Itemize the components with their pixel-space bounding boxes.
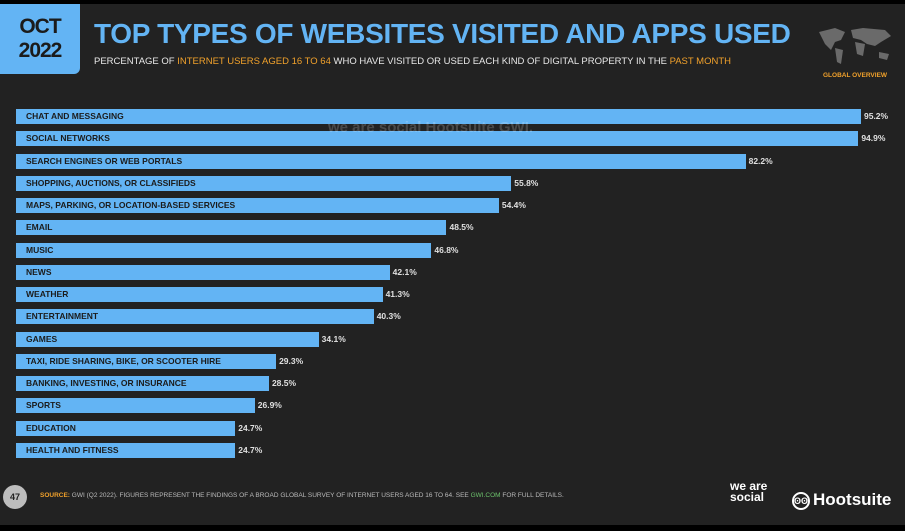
value-label: 24.7% — [238, 444, 263, 455]
date-year: 2022 — [18, 39, 63, 62]
value-label: 55.8% — [514, 177, 539, 188]
hootsuite-text: Hootsuite — [813, 490, 892, 509]
source-label: SOURCE: — [40, 492, 70, 499]
value-label: 24.7% — [238, 422, 263, 433]
bar-label: BANKING, INVESTING, OR INSURANCE — [26, 378, 187, 388]
subtitle-highlight: PAST MONTH — [669, 56, 731, 67]
bar-label: HEALTH AND FITNESS — [26, 444, 119, 455]
subtitle-highlight: INTERNET USERS AGED 16 TO 64 — [177, 56, 331, 67]
value-label: 42.1% — [392, 266, 417, 277]
bar — [16, 376, 269, 391]
bar-label: NEWS — [26, 266, 52, 277]
bar-chart: CHAT AND MESSAGING 95.2% SOCIAL NETWORKS 94… — [0, 4, 905, 525]
source-link[interactable]: GWI.COM — [470, 492, 501, 499]
bar-label: SHOPPING, AUCTIONS, OR CLASSIFIEDS — [26, 177, 196, 188]
date-badge: OCT 2022 — [0, 4, 80, 74]
bar — [16, 331, 319, 347]
bar-label: SPORTS — [26, 400, 61, 411]
page-number: 47 — [3, 485, 27, 509]
bar — [16, 309, 374, 325]
owl-icon: ʘʘ — [792, 491, 810, 510]
bar-label: ENTERTAINMENT — [26, 311, 99, 322]
subtitle-text: WHO HAVE VISITED OR USED EACH KIND OF DI… — [330, 56, 670, 67]
bar — [16, 287, 383, 302]
bar — [16, 198, 499, 213]
bar — [16, 109, 861, 124]
value-label: 54.4% — [501, 200, 526, 210]
slide: OCT 2022 TOP TYPES OF WEBSITES VISITED A… — [0, 4, 905, 525]
source-note: SOURCE: GWI (Q2 2022). FIGURES REPRESENT… — [40, 492, 564, 499]
region-label: GLOBAL OVERVIEW — [823, 72, 888, 79]
value-label: 46.8% — [434, 244, 459, 255]
bar-label: WEATHER — [26, 289, 69, 299]
bar-label: CHAT AND MESSAGING — [26, 111, 124, 121]
bar-label: EMAIL — [26, 222, 53, 233]
value-label: 34.1% — [321, 333, 346, 344]
bar — [16, 153, 746, 169]
hootsuite-logo: ʘʘ Hootsuite — [792, 490, 891, 510]
source-text: GWI (Q2 2022). FIGURES REPRESENT THE FIN… — [69, 492, 471, 499]
bar — [16, 220, 447, 236]
bar — [16, 353, 277, 369]
subtitle-text: PERCENTAGE OF — [94, 56, 178, 67]
value-label: 29.3% — [279, 355, 304, 366]
we-are-social-logo: we are social — [730, 479, 768, 504]
value-label: 95.2% — [863, 111, 889, 121]
bar — [16, 442, 236, 458]
value-label: 28.5% — [271, 378, 297, 388]
date-month: OCT — [19, 15, 61, 38]
bar — [16, 420, 236, 436]
source-text: FOR FULL DETAILS. — [500, 492, 564, 499]
value-label: 82.2% — [748, 155, 773, 166]
value-label: 94.9% — [861, 133, 886, 144]
value-label: 26.9% — [257, 400, 282, 411]
bar — [16, 398, 255, 414]
bar-label: SEARCH ENGINES OR WEB PORTALS — [26, 155, 183, 166]
bar-label: SOCIAL NETWORKS — [26, 133, 110, 144]
bar-label: GAMES — [26, 333, 58, 344]
bar — [16, 131, 859, 147]
bar — [16, 264, 390, 280]
bar-label: MAPS, PARKING, OR LOCATION-BASED SERVICE… — [26, 200, 236, 210]
world-map-icon — [819, 28, 891, 64]
bar-label: EDUCATION — [26, 422, 76, 433]
value-label: 40.3% — [376, 311, 401, 322]
bar — [16, 175, 512, 191]
bar-label: TAXI, RIDE SHARING, BIKE, OR SCOOTER HIR… — [26, 355, 221, 366]
watermark: we are social Hootsuite GWI. — [328, 119, 534, 136]
page-title: TOP TYPES OF WEBSITES VISITED AND APPS U… — [94, 18, 791, 49]
bar-label: MUSIC — [26, 244, 54, 255]
value-label: 41.3% — [385, 289, 410, 299]
value-label: 48.5% — [449, 222, 474, 233]
subtitle: PERCENTAGE OF INTERNET USERS AGED 16 TO … — [94, 56, 731, 67]
bar — [16, 242, 432, 258]
